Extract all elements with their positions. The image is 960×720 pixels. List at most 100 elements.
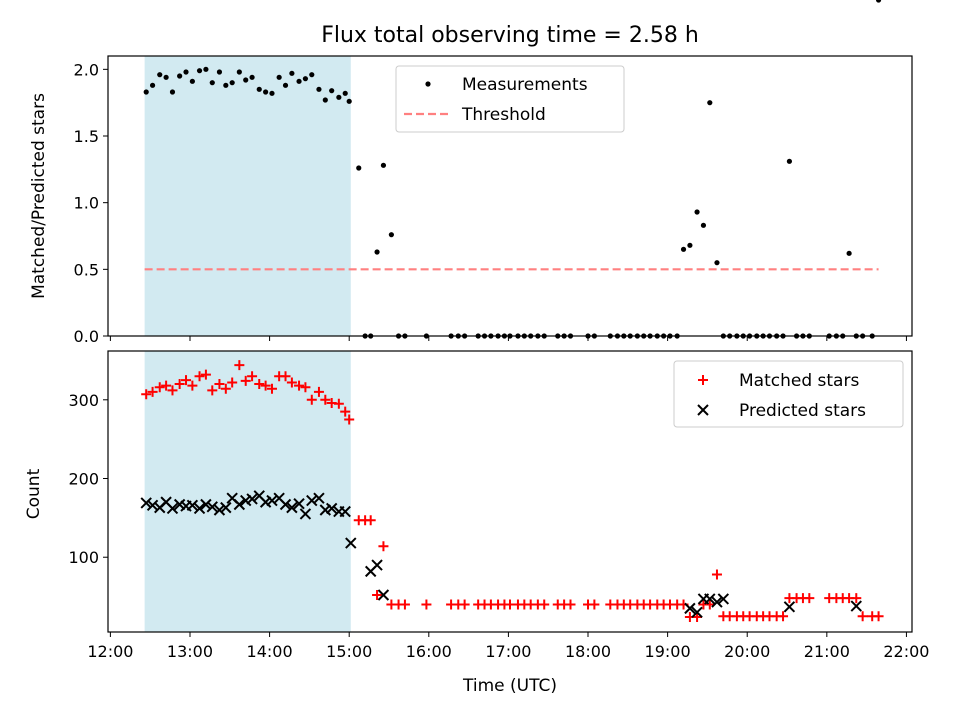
predicted-point <box>717 593 730 605</box>
measurement-point <box>276 74 282 80</box>
measurement-point <box>846 250 852 256</box>
x-tick-label: 16:00 <box>406 642 452 661</box>
matched-point <box>378 541 389 552</box>
measurement-point <box>157 72 163 78</box>
matched-point <box>399 599 410 610</box>
predicted-point <box>345 537 357 549</box>
predicted-point <box>246 493 258 505</box>
matched-point <box>167 385 178 396</box>
measurement-point <box>203 66 209 72</box>
matched-point <box>340 406 351 417</box>
measurement-point <box>316 86 322 92</box>
top-panel: 0.0 0.5 1.0 1.5 2.0 Measurements Threshold <box>74 0 913 346</box>
matched-point <box>778 611 789 622</box>
bottom-xlabel: Time (UTC) <box>462 676 557 696</box>
y-tick-label: 200 <box>68 470 99 489</box>
measurement-point <box>183 69 189 75</box>
predicted-point <box>279 498 292 511</box>
matched-point <box>589 599 600 610</box>
matched-point <box>320 394 331 405</box>
matched-point <box>141 389 152 400</box>
y-tick-label: 1.0 <box>74 194 99 213</box>
series-matched-stars <box>141 360 884 623</box>
x-tick-label: 12:00 <box>87 642 133 661</box>
matched-point <box>247 371 258 382</box>
predicted-point <box>711 596 723 608</box>
measurement-point <box>346 98 352 104</box>
measurement-point <box>143 89 149 95</box>
measurement-point <box>243 77 249 83</box>
measurement-point <box>336 94 342 100</box>
predicted-point <box>377 589 390 601</box>
measurement-point <box>786 158 793 164</box>
x-tick-label: 22:00 <box>883 642 929 661</box>
matched-point <box>873 611 884 622</box>
measurement-point <box>302 76 309 82</box>
matched-point <box>227 377 238 388</box>
matched-point <box>565 599 576 610</box>
matched-point <box>459 599 470 610</box>
legend-label-measurements: Measurements <box>462 75 588 95</box>
predicted-point <box>299 508 312 520</box>
measurement-point <box>256 86 262 92</box>
legend-box <box>673 360 904 428</box>
predicted-point <box>783 601 796 613</box>
measurement-point <box>169 89 176 95</box>
chart-title: Flux total observing time = 2.58 h <box>321 23 699 48</box>
predicted-point <box>200 498 212 511</box>
legend: Measurements Threshold <box>395 65 625 133</box>
matched-point <box>181 375 192 386</box>
matched-point <box>154 382 165 393</box>
measurement-point <box>875 0 882 3</box>
measurement-point <box>236 69 242 75</box>
measurement-point <box>177 73 183 79</box>
measurement-point <box>163 74 169 80</box>
predicted-point <box>339 505 351 518</box>
matched-point <box>539 599 550 610</box>
measurement-point <box>694 209 700 215</box>
matched-point <box>214 379 225 390</box>
predicted-point <box>286 501 298 514</box>
top-ylabel: Matched/Predicted stars <box>29 93 49 299</box>
matched-point <box>294 380 305 391</box>
matched-point <box>240 375 251 386</box>
matched-point <box>161 380 172 391</box>
y-tick-label: 0.5 <box>74 260 99 279</box>
measurement-point <box>269 90 275 96</box>
matched-point <box>174 379 185 390</box>
predicted-point <box>293 497 305 510</box>
axes-frame <box>107 55 913 337</box>
y-tick-label: 2.0 <box>74 60 99 79</box>
x-tick-label: 17:00 <box>485 642 531 661</box>
matched-point <box>220 383 231 394</box>
matched-point <box>286 377 297 388</box>
predicted-point <box>266 494 278 507</box>
measurement-point <box>680 246 687 252</box>
predicted-point <box>206 501 218 513</box>
x-tick-label: 18:00 <box>565 642 611 661</box>
axes-frame <box>107 350 913 633</box>
measurement-point <box>342 90 348 96</box>
measurement-point <box>223 82 229 88</box>
matched-point <box>234 360 245 371</box>
bottom-panel: 100 200 300 12:00 13:00 14:00 15:00 16:00 17:00 1… <box>68 350 929 661</box>
predicted-point <box>220 501 232 514</box>
measurement-point <box>229 80 235 86</box>
measurement-point <box>374 249 380 255</box>
measurement-point <box>309 72 315 78</box>
x-tick-label: 20:00 <box>724 642 770 661</box>
predicted-point <box>325 502 338 515</box>
legend-label-matched: Matched stars <box>739 371 859 391</box>
bottom-ylabel: Count <box>24 468 44 519</box>
measurement-point <box>707 100 713 106</box>
matched-point <box>260 380 271 391</box>
predicted-point <box>166 502 179 515</box>
measurement-point <box>388 232 394 238</box>
matched-point <box>254 379 265 390</box>
matched-point <box>372 590 383 601</box>
measurement-point <box>149 82 156 88</box>
measurement-point <box>296 78 302 84</box>
measurement-point <box>189 78 195 84</box>
matched-point <box>280 371 291 382</box>
x-tick-label: 21:00 <box>804 642 850 661</box>
